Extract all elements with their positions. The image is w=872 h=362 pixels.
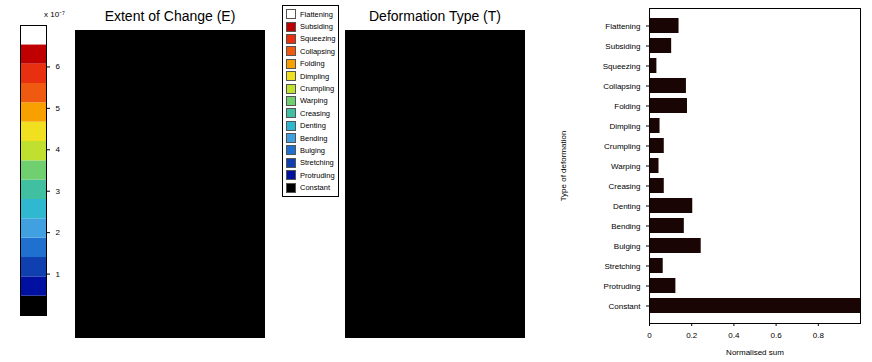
svg-text:Stretching: Stretching bbox=[604, 262, 640, 271]
svg-text:Folding: Folding bbox=[614, 102, 640, 111]
html-text:Extent of Change (E): Extent of Change (E) bbox=[104, 8, 236, 24]
svg-text:1: 1 bbox=[56, 270, 61, 279]
svg-text:Bending: Bending bbox=[611, 222, 640, 231]
svg-text:Denting: Denting bbox=[613, 202, 641, 211]
svg-text:0.6: 0.6 bbox=[771, 331, 783, 340]
html-text:Deformation Type (T): Deformation Type (T) bbox=[369, 8, 501, 24]
html-text:Warping: Warping bbox=[300, 96, 328, 106]
svg-text:2: 2 bbox=[56, 228, 61, 237]
html-text:Squeezing: Squeezing bbox=[300, 34, 336, 44]
html-text:Bending: Bending bbox=[300, 133, 328, 143]
svg-text:0: 0 bbox=[647, 331, 652, 340]
html-text:Crumpling: Crumpling bbox=[300, 84, 335, 93]
html-text:Creasing: Creasing bbox=[300, 108, 330, 118]
html-text:x 10⁻⁷: x 10⁻⁷ bbox=[44, 10, 65, 19]
svg-text:Crumpling: Crumpling bbox=[604, 142, 640, 151]
svg-text:Subsiding: Subsiding bbox=[605, 42, 640, 51]
html-text:Protruding: Protruding bbox=[300, 170, 335, 180]
html-text:Folding: Folding bbox=[300, 59, 325, 69]
svg-text:0.4: 0.4 bbox=[728, 331, 740, 340]
svg-text:Normalised sum: Normalised sum bbox=[726, 348, 784, 357]
svg-text:Constant: Constant bbox=[608, 302, 641, 311]
html-text:Flattening: Flattening bbox=[300, 9, 333, 19]
svg-text:Creasing: Creasing bbox=[608, 182, 640, 191]
svg-text:Dimpling: Dimpling bbox=[609, 122, 640, 131]
html-text:Collapsing: Collapsing bbox=[300, 46, 335, 56]
html-text:Dimpling: Dimpling bbox=[300, 71, 330, 81]
svg-text:Squeezing: Squeezing bbox=[603, 62, 641, 71]
html-text:Denting: Denting bbox=[300, 121, 326, 131]
svg-text:5: 5 bbox=[56, 104, 61, 113]
svg-text:Protruding: Protruding bbox=[604, 282, 641, 291]
svg-text:Bulging: Bulging bbox=[614, 242, 641, 251]
svg-text:4: 4 bbox=[56, 145, 61, 154]
html-text:Stretching: Stretching bbox=[300, 158, 334, 168]
svg-text:6: 6 bbox=[56, 62, 61, 71]
svg-text:Type of deformation: Type of deformation bbox=[559, 131, 568, 202]
html-text:Bulging: Bulging bbox=[300, 146, 325, 155]
svg-text:0.2: 0.2 bbox=[686, 331, 698, 340]
svg-text:Collapsing: Collapsing bbox=[603, 82, 640, 91]
svg-text:3: 3 bbox=[56, 187, 61, 196]
html-text:Subsiding: Subsiding bbox=[300, 22, 333, 32]
svg-text:0.8: 0.8 bbox=[813, 331, 825, 340]
html-text:Constant: Constant bbox=[300, 183, 330, 193]
svg-text:Flattening: Flattening bbox=[605, 22, 640, 31]
svg-text:Warping: Warping bbox=[611, 162, 641, 171]
